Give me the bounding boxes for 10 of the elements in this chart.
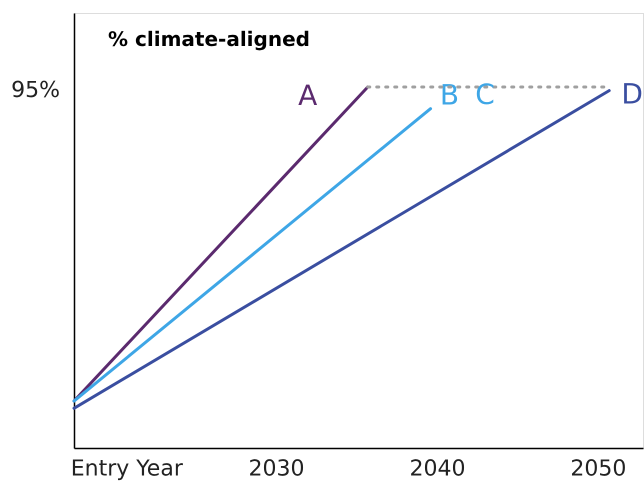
x-tick-label: 2030 [248, 456, 305, 482]
x-tick-label: Entry Year [70, 456, 184, 482]
text: 95% [11, 78, 60, 103]
x-tick-label: 2040 [409, 456, 466, 482]
series-label: B [440, 78, 460, 112]
annotation: C [475, 78, 495, 111]
chart-title: % climate-aligned [108, 27, 310, 51]
series-label: A [298, 79, 318, 112]
series-label: D [621, 78, 643, 111]
x-tick-label: 2050 [570, 456, 626, 482]
